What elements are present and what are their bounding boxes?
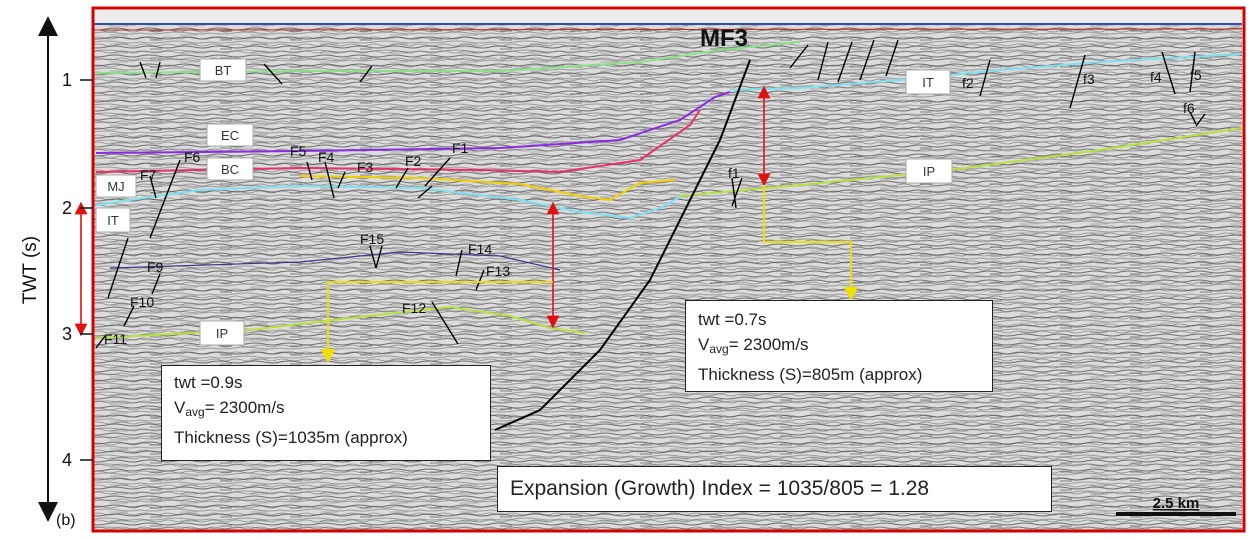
fault-f5: f5 <box>1190 67 1202 83</box>
tick-label-3: 3 <box>62 324 72 344</box>
right-note-velocity: Vavg= 2300m/s <box>698 332 992 362</box>
label-box-bt <box>199 58 247 82</box>
fault-f4: f4 <box>1150 69 1162 85</box>
horizon-bc <box>95 109 701 174</box>
fault-F6: F6 <box>184 149 201 165</box>
label-bc: BC <box>221 162 239 177</box>
twt-tick-labels: 1 2 3 4 <box>62 70 72 470</box>
fault-F7: F7 <box>140 167 157 183</box>
fault-F15: F15 <box>360 231 384 247</box>
seismic-top-water <box>94 10 1242 24</box>
callout-arrow-left <box>320 281 553 364</box>
tick-label-4: 4 <box>62 450 72 470</box>
label-box-mj <box>95 174 137 198</box>
left-note-v-value: = 2300m/s <box>204 398 285 417</box>
right-note-v: V <box>698 335 710 354</box>
right-note-box: twt =0.7s Vavg= 2300m/s Thickness (S)=80… <box>685 300 993 392</box>
left-note-twt: twt =0.9s <box>174 373 243 392</box>
twt-axis-title: TWT (s) <box>20 236 41 304</box>
minor-faults <box>95 39 1206 349</box>
fault-f6: f6 <box>1183 100 1195 116</box>
left-note-thickness: Thickness (S)=1035m (approx) <box>174 428 408 447</box>
label-bt: BT <box>215 63 232 78</box>
right-note-v-sub: avg <box>709 342 729 356</box>
seafloor-reflector-2 <box>93 28 1243 31</box>
fault-F2: F2 <box>405 153 422 169</box>
label-it-right: IT <box>922 75 934 90</box>
fault-F13: F13 <box>486 263 510 279</box>
right-note-v-value: = 2300m/s <box>728 335 809 354</box>
fault-f2: f2 <box>962 75 974 91</box>
right-note-twt: twt =0.7s <box>698 310 767 329</box>
horizon-yellow <box>299 175 676 202</box>
fault-F14: F14 <box>468 241 492 257</box>
label-box-ip-left <box>199 320 245 346</box>
label-box-ip-right <box>905 158 953 184</box>
label-ec: EC <box>221 128 239 143</box>
horizon-bt <box>95 41 801 74</box>
fault-F1: F1 <box>452 140 469 156</box>
fault-F5: F5 <box>290 143 307 159</box>
left-note-box: twt =0.9s Vavg= 2300m/s Thickness (S)=10… <box>161 365 491 461</box>
horizon-internal <box>109 251 561 271</box>
horizon-labels: BT EC BC MJ IT IP IT IP <box>95 58 953 346</box>
left-note-v: V <box>174 398 186 417</box>
fault-label-mf3: MF3 <box>700 25 748 52</box>
callout-arrow-right <box>763 185 859 302</box>
tick-label-2: 2 <box>62 198 72 218</box>
fault-f3: f3 <box>1083 71 1095 87</box>
left-note-velocity: Vavg= 2300m/s <box>174 395 490 425</box>
twt-axis-ticks <box>80 79 93 461</box>
expansion-index-box: Expansion (Growth) Index = 1035/805 = 1.… <box>497 466 1052 512</box>
fault-F11: F11 <box>104 331 127 347</box>
tick-label-1: 1 <box>62 70 72 90</box>
label-box-ec <box>206 123 254 147</box>
fault-F10: F10 <box>130 294 154 310</box>
fault-labels: F1 F2 F3 F4 F5 F6 F7 F9 F10 F11 F12 F13 … <box>104 67 1202 347</box>
label-box-bc <box>206 157 254 181</box>
label-ip-right: IP <box>923 164 935 179</box>
label-box-it-right <box>905 69 951 95</box>
fault-f1: f1 <box>728 165 740 181</box>
right-note-thickness: Thickness (S)=805m (approx) <box>698 365 923 384</box>
left-note-v-sub: avg <box>185 405 205 419</box>
label-ip-left: IP <box>216 326 228 341</box>
fault-F12: F12 <box>402 300 426 316</box>
fault-F3: F3 <box>357 159 374 175</box>
scale-bar-label: 2.5 km <box>1153 495 1200 512</box>
fault-mf3-line <box>494 59 751 431</box>
fault-F4: F4 <box>318 149 335 165</box>
horizon-it-left <box>95 184 681 220</box>
fault-F9: F9 <box>147 259 164 275</box>
horizon-ec <box>95 91 731 154</box>
panel-label: (b) <box>56 512 76 529</box>
label-it-left: IT <box>107 213 119 228</box>
section-frame <box>91 6 1246 533</box>
label-box-it-left <box>95 207 131 233</box>
expansion-index-text: Expansion (Growth) Index = 1035/805 = 1.… <box>510 477 930 500</box>
label-mj: MJ <box>107 179 124 194</box>
